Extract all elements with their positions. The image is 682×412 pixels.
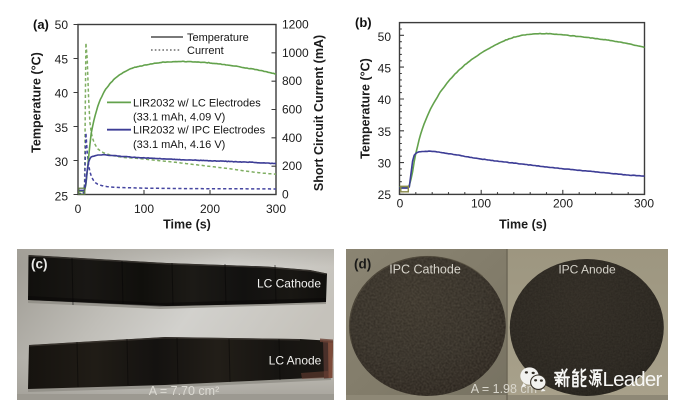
svg-text:(d): (d)	[354, 256, 371, 271]
svg-text:200: 200	[282, 159, 302, 173]
svg-text:Time (s): Time (s)	[499, 218, 547, 232]
svg-text:35: 35	[378, 125, 392, 139]
svg-text:50: 50	[55, 18, 69, 32]
svg-text:(a): (a)	[33, 17, 49, 32]
svg-text:25: 25	[55, 190, 69, 204]
svg-text:100: 100	[471, 197, 491, 211]
svg-text:300: 300	[266, 202, 286, 216]
svg-text:(c): (c)	[31, 257, 48, 272]
svg-text:LC Anode: LC Anode	[269, 354, 322, 368]
svg-text:600: 600	[282, 103, 302, 117]
svg-text:400: 400	[282, 131, 302, 145]
svg-text:1000: 1000	[282, 46, 309, 60]
svg-text:LIR2032 w/ LC Electrodes: LIR2032 w/ LC Electrodes	[133, 97, 261, 109]
svg-text:Temperature (°C): Temperature (°C)	[359, 58, 373, 159]
svg-text:IPC Anode: IPC Anode	[558, 263, 616, 277]
svg-text:LC Cathode: LC Cathode	[257, 277, 321, 291]
svg-text:40: 40	[378, 93, 392, 107]
svg-text:300: 300	[634, 197, 654, 211]
svg-text:30: 30	[378, 157, 392, 171]
svg-text:50: 50	[378, 30, 392, 44]
svg-text:(33.1 mAh, 4.09 V): (33.1 mAh, 4.09 V)	[133, 111, 225, 123]
svg-text:800: 800	[282, 74, 302, 88]
svg-text:200: 200	[553, 197, 573, 211]
svg-text:1200: 1200	[282, 18, 309, 32]
svg-text:Short Circuit Current (mA): Short Circuit Current (mA)	[312, 35, 326, 191]
svg-text:(33.1 mAh, 4.16 V): (33.1 mAh, 4.16 V)	[133, 139, 225, 151]
svg-text:35: 35	[55, 121, 69, 135]
svg-text:200: 200	[200, 202, 220, 216]
svg-text:0: 0	[282, 188, 289, 202]
svg-text:0: 0	[397, 197, 404, 211]
svg-text:25: 25	[378, 188, 392, 202]
svg-text:45: 45	[55, 52, 69, 66]
svg-text:A = 7.70 cm²: A = 7.70 cm²	[149, 384, 220, 398]
svg-text:100: 100	[134, 202, 154, 216]
svg-text:Time (s): Time (s)	[163, 218, 211, 232]
svg-text:40: 40	[55, 87, 69, 101]
svg-text:LIR2032 w/ IPC Electrodes: LIR2032 w/ IPC Electrodes	[133, 125, 266, 137]
svg-text:30: 30	[55, 155, 69, 169]
svg-text:Leader: Leader	[603, 368, 663, 391]
svg-text:Temperature (°C): Temperature (°C)	[30, 52, 44, 153]
svg-text:(b): (b)	[355, 15, 372, 30]
svg-text:Temperature: Temperature	[187, 32, 249, 44]
svg-text:IPC Cathode: IPC Cathode	[389, 262, 461, 276]
svg-text:45: 45	[378, 62, 392, 76]
svg-text:Current: Current	[187, 45, 224, 57]
svg-text:0: 0	[75, 202, 82, 216]
